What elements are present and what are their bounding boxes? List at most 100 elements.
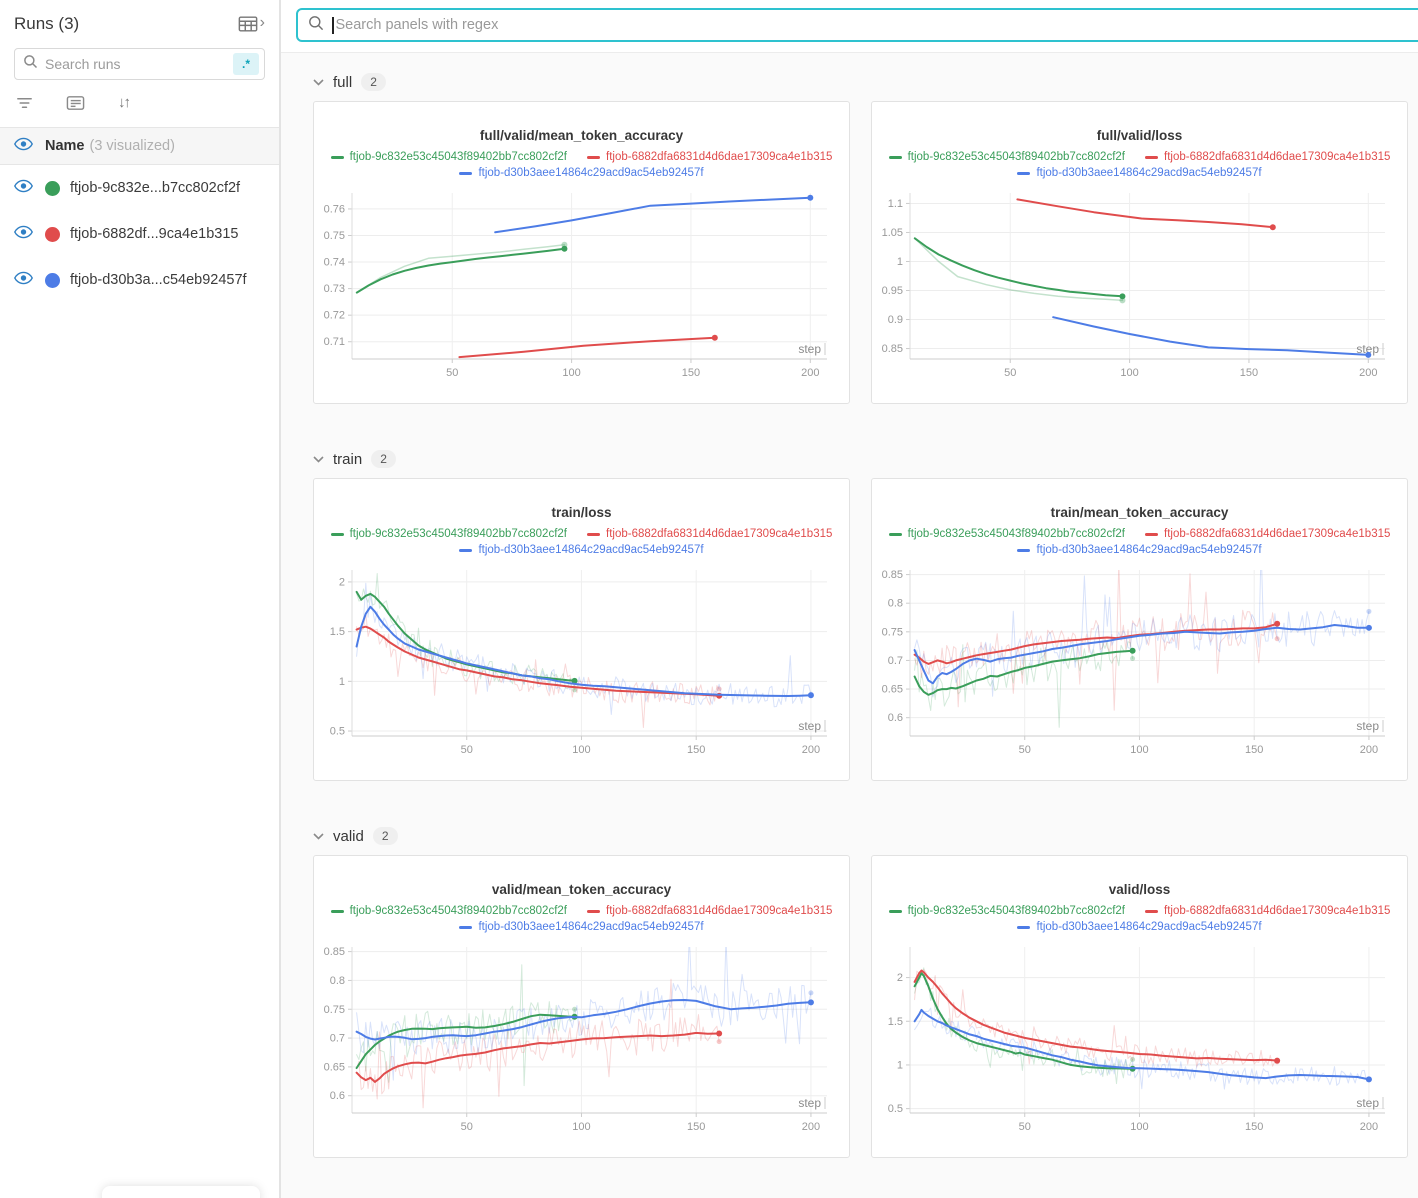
chart-plot[interactable]: 0.5 1 1.5 2 50 100 150 200 step	[878, 939, 1401, 1139]
run-color-dot	[45, 272, 60, 288]
runs-sidebar-header: Runs (3) ›	[0, 0, 279, 46]
chevron-down-icon[interactable]	[313, 73, 324, 91]
run-color-dot	[45, 180, 60, 196]
chart-title: valid/loss	[1108, 882, 1171, 897]
svg-text:150: 150	[687, 1121, 705, 1133]
chevron-down-icon[interactable]	[313, 827, 324, 845]
panel-row: full/valid/mean_token_accuracy ftjob-9c83…	[313, 101, 1418, 404]
legend-run-name: ftjob-d30b3aee14864c29acd9ac54eb92457f	[478, 167, 704, 179]
legend-item-run-2[interactable]: ftjob-d30b3aee14864c29acd9ac54eb92457f	[459, 919, 704, 935]
run-list: ftjob-9c832e...b7cc802cf2f ftjob-6882df..…	[0, 165, 279, 303]
svg-text:1.05: 1.05	[882, 227, 903, 239]
legend-item-run-2[interactable]: ftjob-d30b3aee14864c29acd9ac54eb92457f	[459, 165, 704, 181]
panel-valid-loss[interactable]: valid/loss ftjob-9c832e53c45043f89402bb7c…	[871, 855, 1408, 1158]
legend-swatch	[888, 532, 902, 536]
legend-swatch	[1017, 171, 1031, 175]
legend-item-run-0[interactable]: ftjob-9c832e53c45043f89402bb7cc802cf2f	[888, 526, 1125, 542]
chart-plot[interactable]: 0.6 0.65 0.7 0.75 0.8 0.85 50 100 150 200 step	[320, 939, 843, 1139]
visibility-all-eye-icon[interactable]	[14, 137, 33, 156]
legend-item-run-1[interactable]: ftjob-6882dfa6831d4d6dae17309ca4e1b315	[587, 903, 832, 919]
panel-search-input[interactable]	[335, 17, 1414, 33]
legend-item-run-1[interactable]: ftjob-6882dfa6831d4d6dae17309ca4e1b315	[587, 149, 832, 165]
legend-item-run-1[interactable]: ftjob-6882dfa6831d4d6dae17309ca4e1b315	[1145, 903, 1390, 919]
section-valid: valid 2 valid/mean_token_accuracy ftjob-9c8…	[313, 827, 1418, 1158]
legend-item-run-2[interactable]: ftjob-d30b3aee14864c29acd9ac54eb92457f	[459, 542, 704, 558]
run-name-label: ftjob-6882df...9ca4e1b315	[70, 226, 239, 242]
legend-item-run-0[interactable]: ftjob-9c832e53c45043f89402bb7cc802cf2f	[330, 903, 567, 919]
svg-text:0.85: 0.85	[882, 343, 903, 355]
panel-full-valid-mean-token-accuracy[interactable]: full/valid/mean_token_accuracy ftjob-9c83…	[313, 101, 850, 404]
legend-swatch	[459, 171, 473, 175]
svg-text:0.95: 0.95	[882, 285, 903, 297]
legend-run-name: ftjob-9c832e53c45043f89402bb7cc802cf2f	[349, 151, 567, 163]
legend-run-name: ftjob-d30b3aee14864c29acd9ac54eb92457f	[1036, 167, 1262, 179]
chart-plot[interactable]: 0.5 1 1.5 2 50 100 150 200 step	[320, 562, 843, 762]
legend-swatch	[1017, 548, 1031, 552]
svg-text:0.75: 0.75	[324, 230, 345, 242]
legend-run-name: ftjob-9c832e53c45043f89402bb7cc802cf2f	[907, 151, 1125, 163]
panel-valid-mean-token-accuracy[interactable]: valid/mean_token_accuracy ftjob-9c832e53c…	[313, 855, 850, 1158]
legend-item-run-2[interactable]: ftjob-d30b3aee14864c29acd9ac54eb92457f	[1017, 542, 1262, 558]
runs-search-box[interactable]: .*	[14, 48, 265, 80]
panel-full-valid-loss[interactable]: full/valid/loss ftjob-9c832e53c45043f8940…	[871, 101, 1408, 404]
section-header-valid[interactable]: valid 2	[313, 827, 1418, 845]
svg-text:0.72: 0.72	[324, 310, 345, 322]
svg-text:100: 100	[572, 744, 590, 756]
legend-item-run-0[interactable]: ftjob-9c832e53c45043f89402bb7cc802cf2f	[330, 149, 567, 165]
svg-text:100: 100	[1130, 744, 1148, 756]
text-cursor	[332, 16, 334, 34]
legend-item-run-2[interactable]: ftjob-d30b3aee14864c29acd9ac54eb92457f	[1017, 165, 1262, 181]
svg-text:0.6: 0.6	[888, 712, 903, 724]
chart-plot[interactable]: 0.6 0.65 0.7 0.75 0.8 0.85 50 100 150 200 step	[878, 562, 1401, 762]
section-label: train	[333, 450, 363, 468]
chevron-down-icon[interactable]	[313, 450, 324, 468]
svg-text:100: 100	[572, 1121, 590, 1133]
panels-workspace: full 2 full/valid/mean_token_accuracyftjob…	[281, 0, 1418, 1198]
legend-swatch	[1145, 532, 1158, 536]
legend-item-run-0[interactable]: ftjob-9c832e53c45043f89402bb7cc802cf2f	[888, 149, 1125, 165]
svg-text:0.85: 0.85	[324, 946, 345, 958]
legend-item-run-0[interactable]: ftjob-9c832e53c45043f89402bb7cc802cf2f	[888, 903, 1125, 919]
legend-run-name: ftjob-6882dfa6831d4d6dae17309ca4e1b315	[1164, 528, 1391, 540]
chart-plot[interactable]: 0.85 0.9 0.95 1 1.05 1.1 50 100 150 200 step	[878, 185, 1401, 385]
filter-icon[interactable]	[16, 96, 33, 110]
section-header-full[interactable]: full 2	[313, 73, 1418, 91]
legend-item-run-1[interactable]: ftjob-6882dfa6831d4d6dae17309ca4e1b315	[587, 526, 832, 542]
visibility-eye-icon[interactable]	[14, 179, 33, 198]
run-row-1[interactable]: ftjob-6882df...9ca4e1b315	[0, 211, 279, 257]
legend-item-run-1[interactable]: ftjob-6882dfa6831d4d6dae17309ca4e1b315	[1145, 526, 1390, 542]
sidebar-expand-icon[interactable]: ›	[259, 14, 265, 31]
panel-search-box[interactable]	[296, 8, 1418, 42]
visibility-eye-icon[interactable]	[14, 271, 33, 290]
chart-legend: ftjob-9c832e53c45043f89402bb7cc802cf2f ft…	[872, 149, 1407, 181]
legend-run-name: ftjob-6882dfa6831d4d6dae17309ca4e1b315	[606, 905, 833, 917]
regex-toggle-button[interactable]: .*	[233, 53, 259, 75]
legend-item-run-0[interactable]: ftjob-9c832e53c45043f89402bb7cc802cf2f	[330, 526, 567, 542]
svg-text:step: step	[798, 719, 821, 733]
svg-text:1.5: 1.5	[888, 1016, 903, 1028]
svg-text:100: 100	[562, 367, 580, 379]
section-header-train[interactable]: train 2	[313, 450, 1418, 468]
svg-text:200: 200	[1359, 367, 1377, 379]
runs-sidebar: Runs (3) ›	[0, 0, 281, 1198]
run-row-0[interactable]: ftjob-9c832e...b7cc802cf2f	[0, 165, 279, 211]
legend-item-run-2[interactable]: ftjob-d30b3aee14864c29acd9ac54eb92457f	[1017, 919, 1262, 935]
svg-text:0.8: 0.8	[330, 975, 345, 987]
svg-text:0.76: 0.76	[324, 203, 345, 215]
chart-plot[interactable]: 0.71 0.72 0.73 0.74 0.75 0.76 50 100 150 200 step	[320, 185, 843, 385]
svg-text:1.1: 1.1	[888, 198, 903, 210]
svg-text:1: 1	[897, 256, 903, 268]
runs-search-input[interactable]	[45, 56, 233, 72]
chart-legend: ftjob-9c832e53c45043f89402bb7cc802cf2f ft…	[314, 526, 849, 558]
run-row-2[interactable]: ftjob-d30b3a...c54eb92457f	[0, 257, 279, 303]
sort-icon[interactable]: ↓↑	[118, 94, 131, 111]
runs-table-name-header[interactable]: Name (3 visualized)	[0, 127, 279, 165]
panel-train-loss[interactable]: train/loss ftjob-9c832e53c45043f89402bb7c…	[313, 478, 850, 781]
legend-item-run-1[interactable]: ftjob-6882dfa6831d4d6dae17309ca4e1b315	[1145, 149, 1390, 165]
legend-run-name: ftjob-9c832e53c45043f89402bb7cc802cf2f	[907, 528, 1125, 540]
runs-table-icon[interactable]	[238, 15, 258, 33]
columns-icon[interactable]	[66, 95, 85, 111]
panel-train-mean-token-accuracy[interactable]: train/mean_token_accuracy ftjob-9c832e53c…	[871, 478, 1408, 781]
visibility-eye-icon[interactable]	[14, 225, 33, 244]
legend-run-name: ftjob-d30b3aee14864c29acd9ac54eb92457f	[1036, 544, 1262, 556]
